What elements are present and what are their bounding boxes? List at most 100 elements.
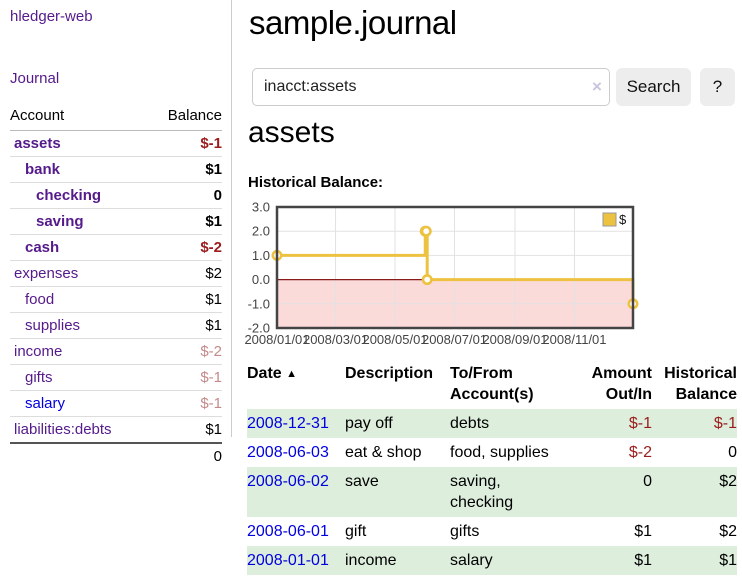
register-amount-cell: $1 bbox=[634, 552, 652, 569]
register-amount-cell: 0 bbox=[643, 473, 652, 490]
register-description-cell: pay off bbox=[345, 415, 393, 432]
register-date-cell: 2008-06-03 bbox=[247, 438, 345, 467]
account-balance: $-1 bbox=[148, 364, 222, 391]
date-column-header[interactable]: Date ▲ bbox=[247, 365, 298, 382]
description-column-header: Description bbox=[345, 365, 434, 382]
accounts-table: Account Balance assets $-1 bank $1 checking 0… bbox=[10, 103, 222, 469]
clear-search-icon[interactable]: × bbox=[592, 77, 602, 96]
register-accounts-cell: debts bbox=[450, 415, 490, 432]
svg-text:2008/05/01: 2008/05/01 bbox=[362, 332, 427, 347]
account-balance: $-1 bbox=[148, 390, 222, 417]
chart-legend: $ bbox=[602, 212, 627, 227]
account-link[interactable]: cash bbox=[25, 239, 60, 256]
account-link[interactable]: supplies bbox=[25, 317, 81, 334]
account-link[interactable]: checking bbox=[36, 187, 102, 204]
account-balance: $1 bbox=[148, 312, 222, 339]
svg-text:-1.0: -1.0 bbox=[248, 296, 270, 311]
register-row: 2008-01-01 income salary $1 $1 bbox=[247, 546, 737, 575]
register-date-cell: 2008-06-01 bbox=[247, 517, 345, 546]
historical-balance-chart: $3.0 2.0 1.0 0.0 -1.0 -2.02008/01/012008/03/0… bbox=[244, 200, 639, 347]
register-balance-cell: $2 bbox=[719, 473, 737, 490]
register-row: 2008-06-01 gift gifts $1 $2 bbox=[247, 517, 737, 546]
account-row: liabilities:debts $1 bbox=[10, 416, 222, 443]
register-date-link[interactable]: 2008-06-03 bbox=[247, 444, 329, 461]
accounts-total-row: 0 bbox=[10, 442, 222, 469]
account-row: cash $-2 bbox=[10, 234, 222, 261]
account-balance: 0 bbox=[148, 182, 222, 209]
svg-text:1.0: 1.0 bbox=[252, 248, 270, 263]
register-date-link[interactable]: 2008-01-01 bbox=[247, 552, 329, 569]
account-column-header: Account bbox=[10, 103, 149, 131]
account-link[interactable]: gifts bbox=[25, 369, 53, 386]
register-date-cell: 2008-06-02 bbox=[247, 467, 345, 517]
register-header-row: Date ▲ Description To/From Account(s) Am… bbox=[247, 360, 737, 409]
account-balance: $-2 bbox=[148, 338, 222, 365]
accounts-column-header: To/From Account(s) bbox=[450, 365, 534, 403]
account-row: salary $-1 bbox=[10, 390, 222, 417]
register-date-link[interactable]: 2008-12-31 bbox=[247, 415, 329, 432]
account-balance: $1 bbox=[148, 156, 222, 183]
account-link[interactable]: food bbox=[25, 291, 55, 308]
register-accounts-cell: food, supplies bbox=[450, 444, 549, 461]
help-button[interactable]: ? bbox=[700, 68, 735, 106]
accounts-table-header-row: Account Balance bbox=[10, 103, 222, 131]
search-input[interactable] bbox=[252, 68, 610, 106]
search-button[interactable]: Search bbox=[616, 68, 691, 106]
svg-text:2.0: 2.0 bbox=[252, 224, 270, 239]
account-row: checking 0 bbox=[10, 182, 222, 209]
register-description-cell: income bbox=[345, 552, 397, 569]
account-link[interactable]: bank bbox=[25, 161, 61, 178]
account-balance: $1 bbox=[148, 208, 222, 235]
chart-label: Historical Balance: bbox=[248, 174, 384, 191]
register-accounts-cell: saving, checking bbox=[450, 473, 514, 511]
register-amount-cell: $-1 bbox=[628, 415, 652, 432]
register-accounts-cell: gifts bbox=[450, 523, 480, 540]
svg-text:2008/07/01: 2008/07/01 bbox=[422, 332, 487, 347]
account-link[interactable]: saving bbox=[36, 213, 84, 230]
svg-text:3.0: 3.0 bbox=[252, 200, 270, 215]
account-row: assets $-1 bbox=[10, 131, 222, 157]
balance-column-header: Historical Balance bbox=[664, 365, 737, 403]
register-description-cell: gift bbox=[345, 523, 367, 540]
account-link[interactable]: expenses bbox=[14, 265, 79, 282]
amount-column-header: Amount Out/In bbox=[591, 365, 652, 403]
register-balance-cell: $-1 bbox=[713, 415, 737, 432]
register-date-cell: 2008-01-01 bbox=[247, 546, 345, 575]
accounts-total-balance: 0 bbox=[148, 442, 222, 469]
account-row: expenses $2 bbox=[10, 260, 222, 287]
register-row: 2008-06-03 eat & shop food, supplies $-2 0 bbox=[247, 438, 737, 467]
register-date-link[interactable]: 2008-06-02 bbox=[247, 473, 329, 490]
account-link[interactable]: salary bbox=[25, 395, 66, 412]
account-balance: $1 bbox=[148, 286, 222, 313]
account-row: gifts $-1 bbox=[10, 364, 222, 391]
svg-text:2008/01/01: 2008/01/01 bbox=[244, 332, 309, 347]
brand-link[interactable]: hledger-web bbox=[10, 8, 93, 25]
register-date-link[interactable]: 2008-06-01 bbox=[247, 523, 329, 540]
svg-text:2008/09/01: 2008/09/01 bbox=[482, 332, 547, 347]
account-balance: $1 bbox=[148, 416, 222, 443]
register-table: Date ▲ Description To/From Account(s) Am… bbox=[247, 360, 737, 575]
sort-ascending-icon: ▲ bbox=[286, 368, 298, 380]
register-accounts-cell: salary bbox=[450, 552, 493, 569]
account-link[interactable]: income bbox=[14, 343, 63, 360]
register-date-cell: 2008-12-31 bbox=[247, 409, 345, 438]
register-description-cell: eat & shop bbox=[345, 444, 422, 461]
svg-text:2008/03/01: 2008/03/01 bbox=[303, 332, 368, 347]
register-balance-cell: 0 bbox=[728, 444, 737, 461]
svg-text:0.0: 0.0 bbox=[252, 272, 270, 287]
account-balance: $-1 bbox=[200, 135, 222, 152]
balance-column-header: Balance bbox=[148, 103, 222, 131]
svg-text:$: $ bbox=[619, 212, 627, 227]
register-amount-cell: $1 bbox=[634, 523, 652, 540]
page-title: sample.journal bbox=[249, 4, 457, 41]
account-row: saving $1 bbox=[10, 208, 222, 235]
account-row: income $-2 bbox=[10, 338, 222, 365]
register-amount-cell: $-2 bbox=[628, 444, 652, 461]
account-link[interactable]: liabilities:debts bbox=[14, 421, 112, 438]
sidebar-item-journal[interactable]: Journal bbox=[10, 70, 60, 87]
register-row: 2008-12-31 pay off debts $-1 $-1 bbox=[247, 409, 737, 438]
register-description-cell: save bbox=[345, 473, 379, 490]
account-link[interactable]: assets bbox=[14, 135, 61, 152]
account-row: food $1 bbox=[10, 286, 222, 313]
